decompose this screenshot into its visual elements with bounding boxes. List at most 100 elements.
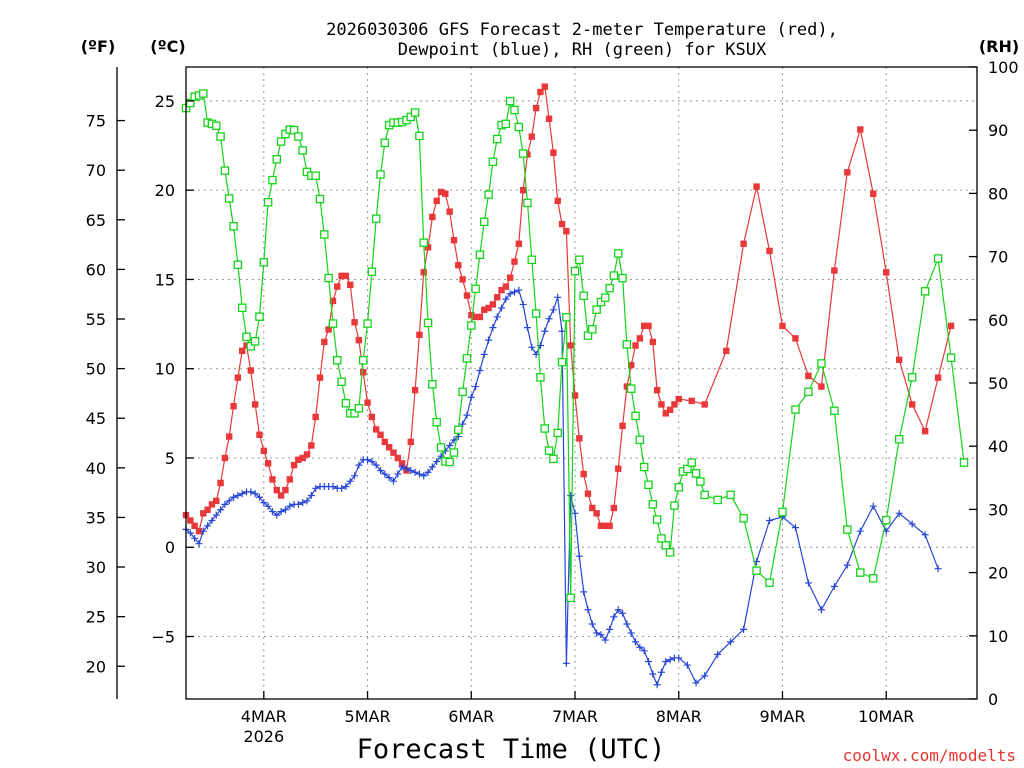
dewpoint-point: [593, 629, 601, 637]
dewpoint-point: [402, 465, 410, 473]
temperature-point: [653, 386, 661, 394]
temperature-point: [191, 522, 198, 530]
dewpoint-point: [614, 606, 622, 614]
chart-title-line-1: 2026030306 GFS Forecast 2-meter Temperat…: [326, 20, 838, 40]
temperature-series: [182, 83, 955, 535]
temperature-point: [623, 383, 631, 390]
rh-point: [484, 190, 493, 199]
temperature-point: [200, 510, 207, 517]
temperature-point: [360, 369, 367, 376]
temperature-point: [420, 269, 427, 276]
fahrenheit-tick-label: 65: [86, 211, 106, 230]
dewpoint-point: [567, 491, 575, 499]
dewpoint-point: [428, 463, 436, 471]
rh-point: [566, 593, 575, 603]
temperature-point: [597, 522, 605, 530]
temperature-point: [805, 372, 812, 380]
temperature-point: [895, 356, 903, 363]
temperature-point: [649, 338, 657, 346]
dewpoint-point: [519, 300, 527, 308]
temperature-point: [411, 386, 419, 394]
x-tick-label: 9MAR: [759, 707, 805, 726]
rh-tick-label: 90: [988, 121, 1008, 140]
dewpoint-point: [843, 561, 851, 569]
temperature-point: [498, 286, 505, 294]
celsius-tick-label: 5: [165, 449, 175, 468]
celsius-tick-label: 15: [155, 270, 175, 289]
dewpoint-point: [498, 304, 506, 312]
dewpoint-point: [485, 336, 493, 344]
temperature-point: [870, 190, 877, 197]
rh-point: [311, 171, 320, 180]
temperature-point: [481, 306, 488, 314]
x-tick-year-label: 2026: [243, 727, 284, 746]
dewpoint-point: [766, 516, 774, 524]
dewpoint-point: [662, 658, 670, 666]
dewpoint-point: [554, 293, 562, 301]
temperature-point: [308, 442, 315, 449]
dewpoint-point: [597, 631, 605, 639]
rh-tick-label: 60: [988, 311, 1008, 330]
celsius-tick-label: 20: [155, 181, 175, 200]
dewpoint-point: [562, 659, 570, 667]
rh-point: [592, 305, 601, 314]
rh-point: [419, 238, 428, 247]
rh-point: [804, 387, 813, 397]
dewpoint-point: [260, 499, 268, 507]
rh-point: [527, 255, 537, 265]
dewpoint-point: [355, 461, 363, 469]
rh-point: [380, 138, 390, 148]
rh-point: [289, 125, 299, 135]
rh-point: [505, 96, 515, 106]
temperature-point: [615, 465, 622, 472]
temperature-point: [554, 197, 561, 205]
dewpoint-point: [307, 491, 315, 499]
rh-point: [281, 129, 290, 139]
fahrenheit-unit-label: (ºF): [81, 37, 116, 56]
rh-point: [657, 534, 666, 543]
temperature-point: [368, 413, 376, 421]
x-tick-label: 7MAR: [552, 707, 598, 726]
dewpoint-point: [463, 411, 471, 419]
dewpoint-point: [208, 516, 216, 524]
rh-point: [263, 197, 273, 207]
dewpoint-point: [610, 613, 618, 621]
rh-point: [237, 303, 247, 313]
dewpoint-point: [346, 477, 354, 485]
dewpoint-point: [506, 290, 514, 298]
temperature-point: [818, 383, 825, 390]
temperature-point: [576, 435, 583, 442]
temperature-point: [342, 272, 350, 280]
dewpoint-point: [480, 350, 488, 358]
dewpoint-point: [571, 509, 579, 517]
rh-point: [324, 273, 333, 283]
rh-point: [518, 149, 528, 158]
dewpoint-point: [584, 606, 592, 614]
dewpoint-point: [701, 672, 709, 680]
dewpoint-point: [627, 629, 635, 637]
celsius-tick-label: 10: [155, 360, 175, 379]
dewpoint-point: [459, 420, 467, 428]
rh-point: [250, 337, 260, 346]
x-axis-title: Forecast Time (UTC): [357, 734, 666, 765]
temperature-point: [628, 361, 635, 369]
fahrenheit-tick-label: 35: [86, 508, 106, 527]
temperature-point: [606, 522, 613, 530]
rh-point: [618, 273, 627, 283]
dewpoint-point: [623, 620, 631, 628]
rh-point: [458, 387, 467, 397]
dewpoint-point: [407, 466, 415, 474]
rh-point: [687, 458, 696, 467]
fahrenheit-tick-label: 45: [86, 409, 106, 428]
dewpoint-point: [545, 315, 553, 323]
rh-point: [298, 146, 307, 155]
rh-point: [639, 462, 649, 472]
rh-point: [471, 284, 480, 294]
rh-point: [229, 222, 238, 231]
rh-point: [436, 443, 446, 452]
temperature-point: [468, 311, 475, 319]
rh-point: [333, 355, 342, 365]
x-tick-label: 5MAR: [345, 707, 391, 726]
dewpoint-point: [921, 531, 929, 539]
temperature-point: [723, 347, 730, 355]
